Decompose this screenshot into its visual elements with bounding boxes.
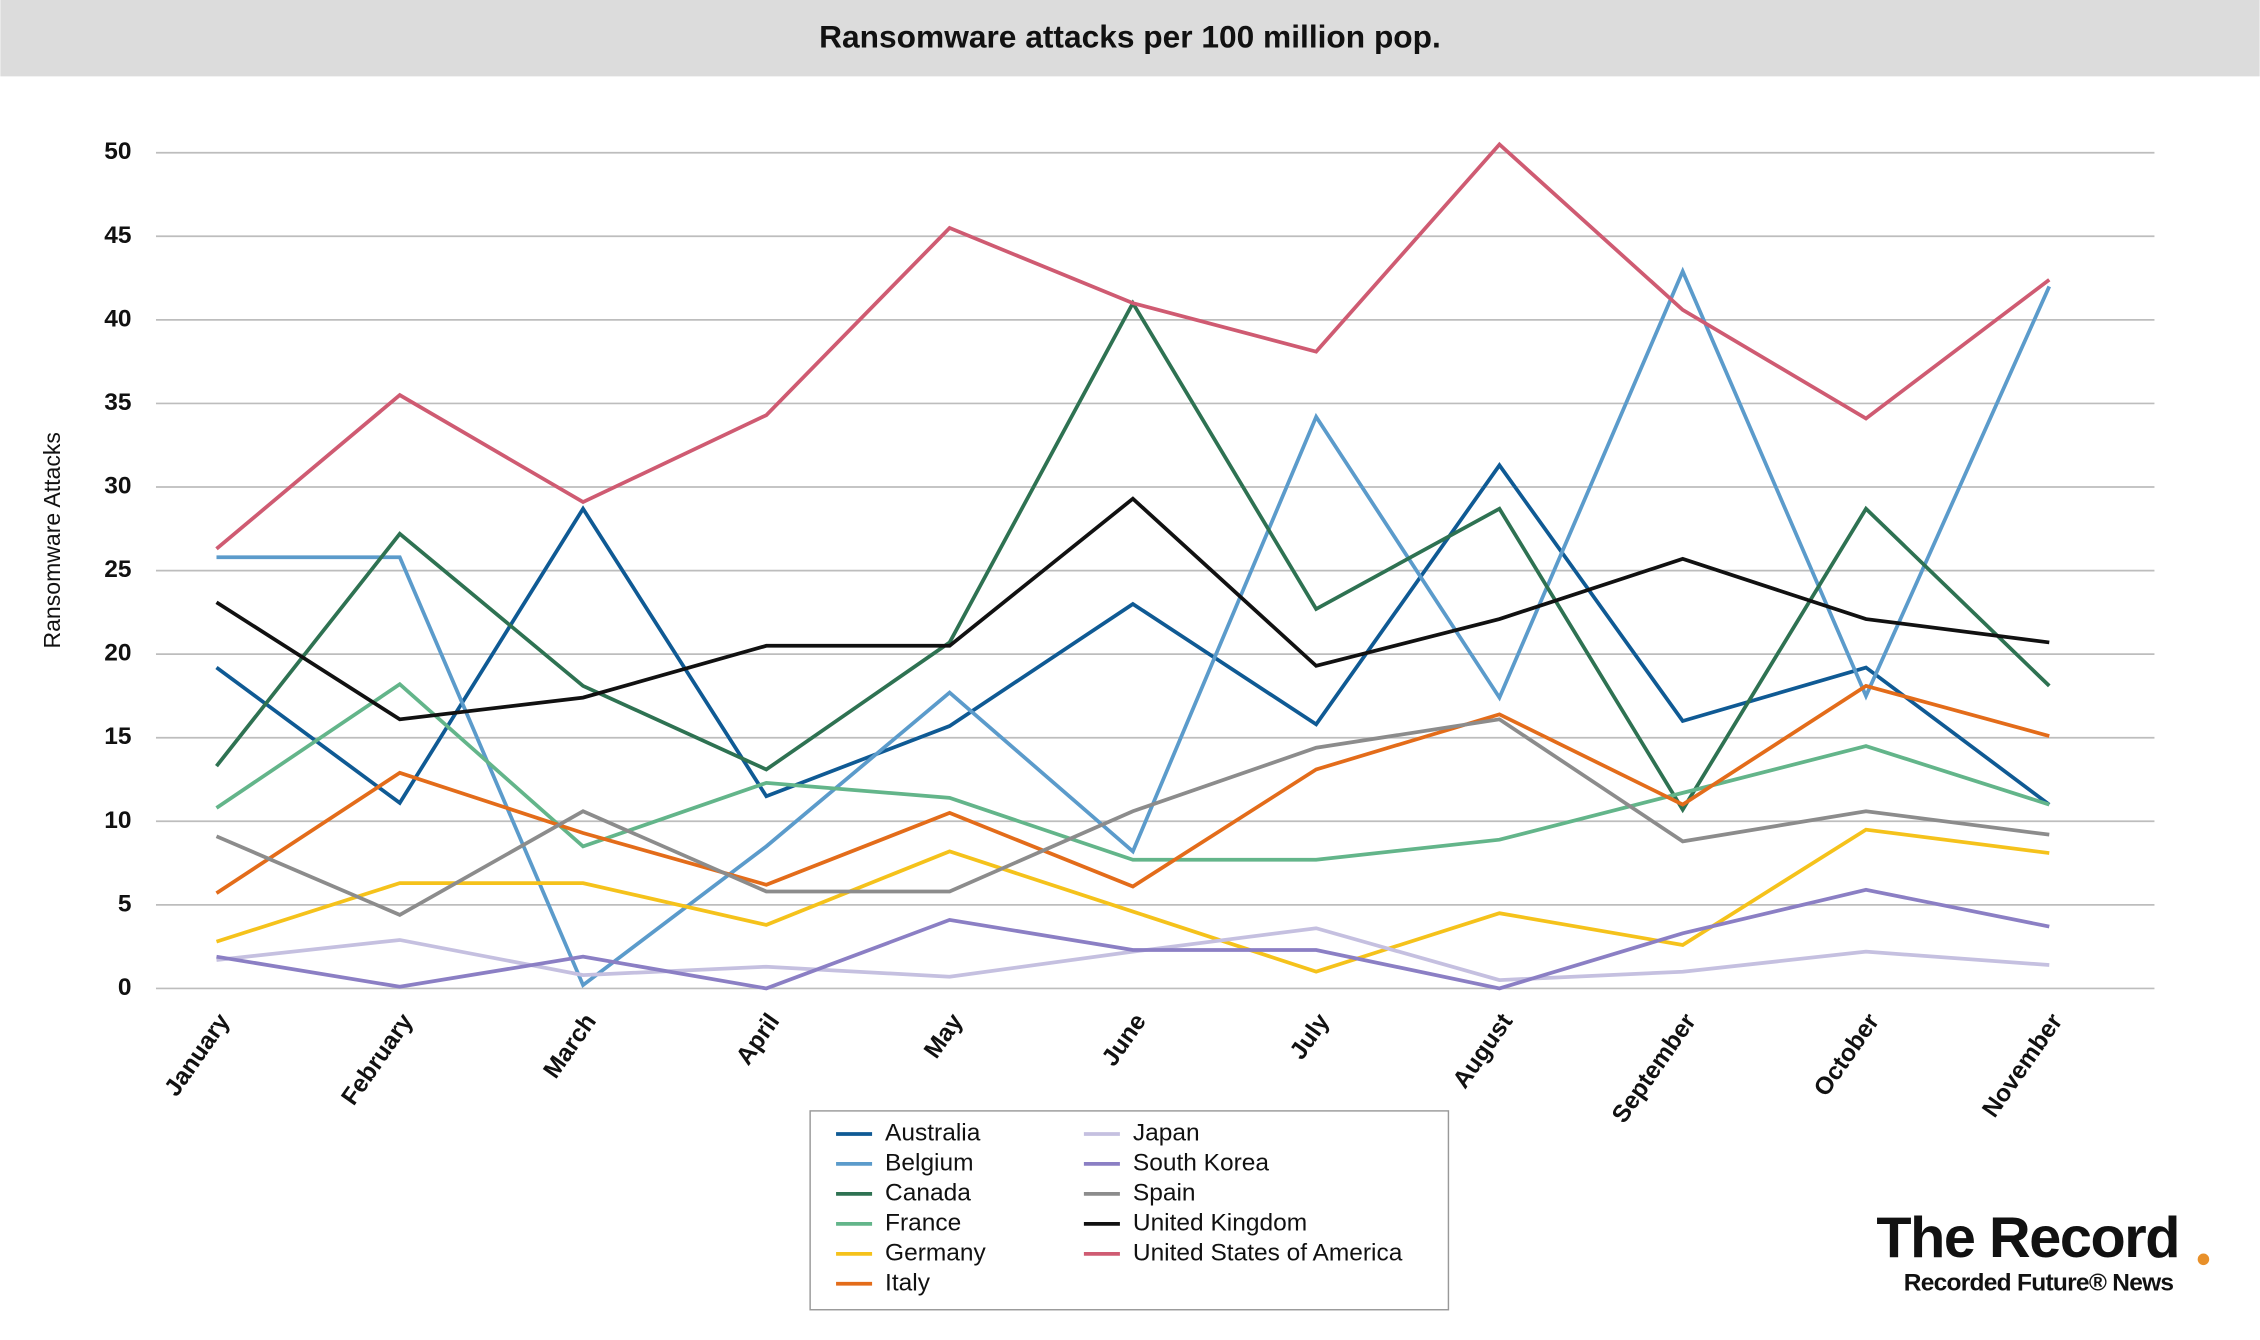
x-tick-label: July [1285,1009,1335,1065]
legend-label: Germany [885,1239,986,1266]
legend-label: South Korea [1133,1149,1270,1176]
legend-label: Italy [885,1269,931,1296]
legend-label: Canada [885,1179,971,1206]
x-tick-label: August [1448,1009,1518,1094]
y-tick-label: 35 [104,389,131,416]
y-tick-label: 5 [118,890,132,917]
series-line [215,141,2051,551]
x-tick-label: September [1607,1009,1702,1129]
y-tick-label: 40 [104,305,131,332]
series-line [215,462,2051,807]
legend-label: United States of America [1133,1239,1403,1266]
legend-box [809,1110,1450,1311]
x-tick-label: April [731,1009,785,1070]
x-tick-label: November [1977,1009,2068,1123]
x-tick-label: March [538,1009,601,1084]
y-tick-label: 25 [104,556,131,583]
x-tick-label: January [159,1009,235,1102]
x-tick-label: May [919,1009,969,1064]
series-line [215,683,2050,895]
y-tick-label: 10 [104,807,131,834]
series-line [215,299,2051,814]
series-line [215,681,2050,862]
series-line [216,887,2050,991]
series-line [216,266,2051,989]
series-line [215,717,2050,917]
legend-label: Japan [1133,1119,1200,1146]
x-tick-label: June [1097,1009,1152,1071]
y-tick-label: 45 [104,222,131,249]
series-line [215,827,2050,974]
y-tick-label: 30 [104,472,131,499]
title-bar [0,0,2260,77]
x-tick-label: February [336,1009,418,1111]
legend-label: United Kingdom [1133,1209,1307,1236]
y-tick-label: 0 [118,974,132,1001]
brand-dot [2197,1253,2210,1266]
legend-label: Australia [885,1119,981,1146]
y-tick-label: 15 [104,723,131,750]
chart-title: Ransomware attacks per 100 million pop. [819,18,1441,54]
x-tick-label: October [1809,1009,1885,1102]
series-line [215,496,2050,722]
y-axis-label: Ransomware Attacks [39,432,65,648]
legend-label: Belgium [885,1149,973,1176]
legend-label: Spain [1133,1179,1196,1206]
y-tick-label: 20 [104,640,131,667]
y-tick-label: 50 [104,138,131,165]
legend-label: France [885,1209,961,1236]
brand-name: The Record [1876,1206,2179,1270]
brand-tagline: Recorded Future® News [1904,1269,2174,1296]
